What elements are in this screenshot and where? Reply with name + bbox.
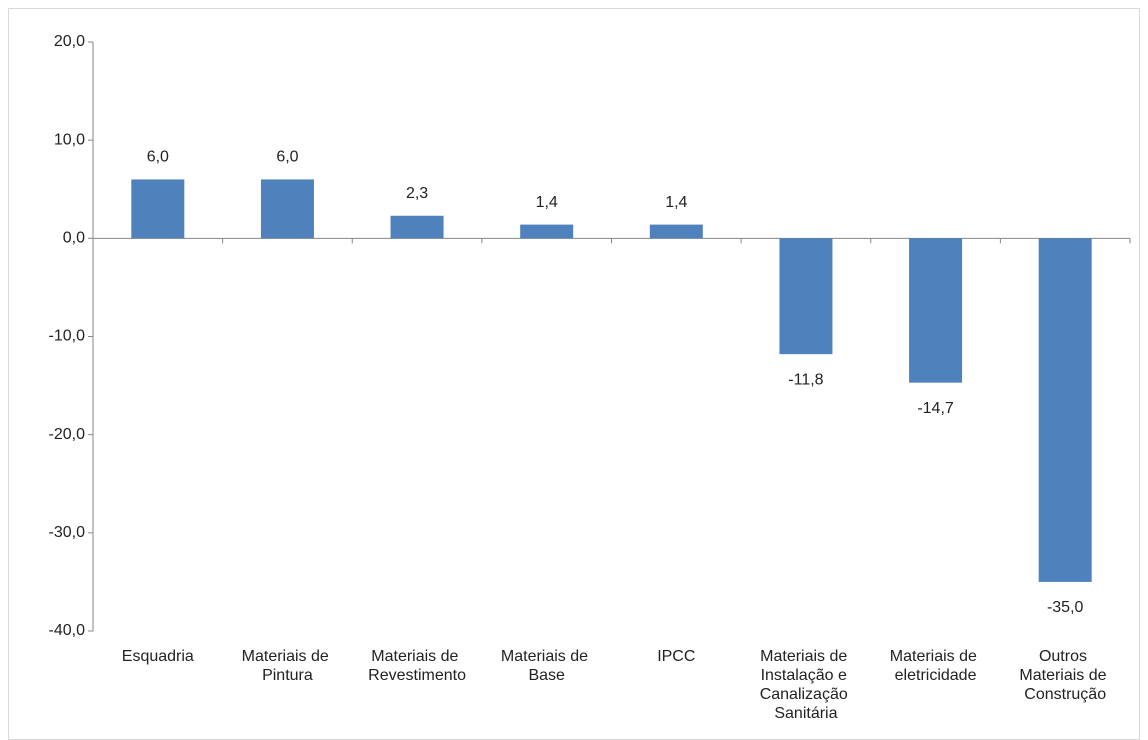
bar: [131, 179, 185, 239]
x-tick-label: Materiais de Instalação e Canalização Sa…: [760, 648, 853, 722]
y-tick-label: 20,0: [54, 33, 85, 50]
bar: [1038, 238, 1092, 582]
x-tick-label: Esquadria: [122, 648, 194, 665]
x-tick-label: Materiais de Base: [501, 648, 593, 684]
x-tick-label: IPCC: [657, 648, 695, 665]
bar: [520, 224, 574, 239]
bar: [909, 238, 963, 383]
data-label: 6,0: [147, 149, 169, 166]
bar: [779, 238, 833, 355]
y-tick-label: -10,0: [49, 328, 86, 345]
data-label: 6,0: [276, 149, 298, 166]
data-label: 1,4: [536, 194, 558, 211]
x-tick-label: Materiais de Pintura: [242, 648, 334, 684]
data-label: -35,0: [1047, 599, 1084, 616]
x-tick-label: Materiais de Revestimento: [368, 648, 466, 684]
data-label: -14,7: [917, 400, 954, 417]
y-tick-label: -30,0: [49, 524, 86, 541]
data-label: 1,4: [665, 194, 687, 211]
bar: [260, 179, 314, 239]
x-tick-label: Materiais de eletricidade: [890, 648, 982, 684]
y-tick-label: -40,0: [49, 622, 86, 639]
chart-frame: [8, 8, 1140, 740]
data-label: 2,3: [406, 185, 428, 202]
y-tick-label: -20,0: [49, 426, 86, 443]
y-tick-label: 10,0: [54, 131, 85, 148]
data-label: -11,8: [788, 371, 823, 388]
bar: [390, 215, 444, 239]
x-tick-label: Outros Materiais de Construção: [1019, 648, 1111, 703]
y-tick-label: 0,0: [63, 230, 85, 247]
bar: [649, 224, 703, 239]
